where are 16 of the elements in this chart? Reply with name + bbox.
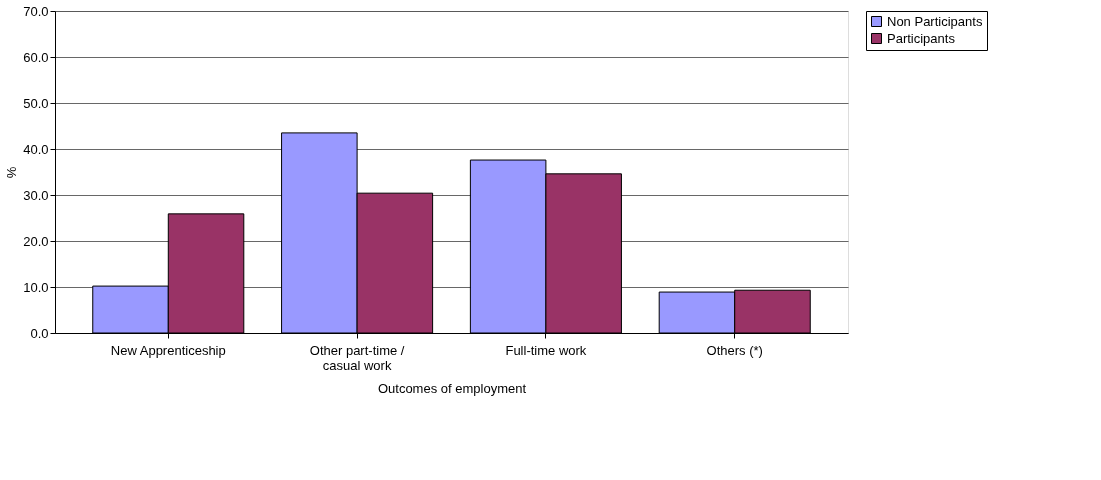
y-tick-label: 0.0 (30, 325, 49, 341)
y-tick-label: 70.0 (23, 3, 49, 19)
y-axis-title: % (4, 166, 20, 179)
x-tick-label: Other part-time / casual work (309, 342, 405, 373)
x-tick-label: Full-time work (505, 342, 587, 358)
legend-label: Non Participants (887, 13, 983, 29)
legend-label: Participants (887, 30, 956, 46)
y-tick-label: 20.0 (23, 233, 49, 249)
y-tick-label: 60.0 (23, 49, 49, 65)
y-tick-label: 50.0 (23, 95, 49, 111)
y-tick-label: 40.0 (23, 141, 49, 157)
y-tick-label: 30.0 (23, 187, 49, 203)
y-tick-label: 10.0 (23, 279, 49, 295)
x-tick-label: New Apprenticeship (110, 342, 226, 358)
x-axis-title: Outcomes of employment (377, 380, 527, 396)
x-tick-label: Others (*) (706, 342, 763, 358)
